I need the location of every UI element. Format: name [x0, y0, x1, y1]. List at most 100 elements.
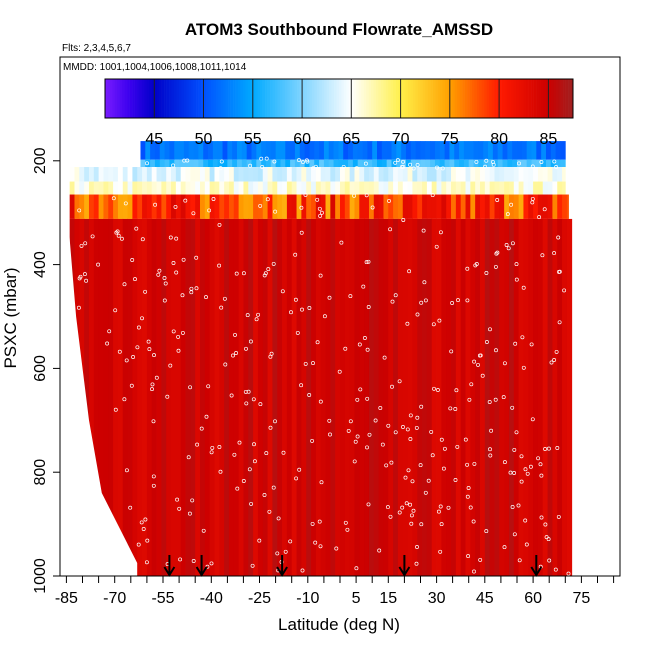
sample-point	[488, 327, 492, 332]
heatmap-cell	[301, 218, 307, 576]
heatmap-cell	[508, 194, 515, 219]
sample-point	[494, 251, 499, 256]
colorbar-segment	[334, 79, 337, 118]
colorbar-segment	[181, 79, 185, 118]
heatmap-cell	[557, 194, 563, 219]
heatmap-cell	[291, 181, 297, 195]
sample-point	[387, 198, 391, 203]
sample-point	[245, 313, 250, 318]
heatmap-cell	[507, 159, 513, 168]
heatmap-cell	[257, 181, 264, 195]
sample-point	[510, 405, 515, 410]
colorbar-segment	[274, 79, 278, 118]
colorbar-segment	[467, 79, 470, 118]
sample-point	[366, 259, 371, 264]
heatmap-cell	[330, 218, 336, 576]
heatmap-cell	[214, 167, 220, 182]
colorbar-segment	[479, 79, 483, 118]
heatmap-cell	[301, 194, 307, 219]
sample-point	[453, 407, 458, 411]
sample-point	[540, 253, 545, 258]
heatmap-cell	[209, 194, 215, 219]
colorbar-segment	[210, 79, 214, 118]
sample-point	[194, 255, 199, 260]
sample-point	[343, 520, 348, 525]
sample-point	[411, 166, 416, 171]
sample-point	[218, 469, 223, 474]
sample-point	[257, 538, 262, 543]
sample-point	[260, 165, 265, 169]
heatmap-cell	[237, 141, 243, 160]
heatmap-cell	[378, 181, 384, 195]
heatmap-cell	[122, 181, 128, 195]
heatmap-cell	[193, 141, 199, 160]
sample-point	[84, 278, 89, 283]
sample-point	[152, 353, 156, 358]
sample-point	[385, 505, 390, 510]
heatmap-cell	[412, 218, 418, 576]
heatmap-cell	[412, 167, 418, 182]
heatmap-cell	[233, 218, 240, 576]
heatmap-cell	[449, 159, 455, 168]
heatmap-cell	[228, 218, 235, 576]
sample-point	[403, 475, 408, 480]
colorbar-segment	[560, 79, 564, 118]
heatmap-cell	[219, 194, 225, 219]
heatmap-cell	[127, 218, 133, 576]
colorbar-segment	[272, 79, 276, 118]
heatmap-cell	[166, 194, 172, 219]
heatmap-cell	[518, 194, 524, 219]
colorbar-segment	[568, 79, 571, 118]
heatmap-cell	[224, 167, 230, 182]
heatmap-cell	[542, 167, 548, 182]
heatmap-cell	[169, 141, 175, 160]
heatmap-layer	[68, 141, 573, 576]
heatmap-cell	[407, 181, 413, 195]
colorbar-segment	[516, 79, 520, 118]
heatmap-cell	[335, 218, 341, 576]
heatmap-cell	[489, 218, 495, 576]
heatmap-cell	[425, 141, 431, 160]
heatmap-cell	[233, 194, 240, 219]
sample-point	[297, 467, 302, 472]
sample-point	[134, 226, 139, 231]
colorbar-segment	[282, 79, 286, 118]
heatmap-cell	[212, 141, 219, 160]
heatmap-cell	[367, 141, 373, 160]
sample-point	[505, 212, 510, 217]
colorbar-segment	[233, 79, 236, 118]
heatmap-cell	[93, 167, 100, 182]
heatmap-cell	[286, 194, 293, 219]
sample-point	[140, 316, 144, 321]
heatmap-cell	[566, 194, 569, 219]
colorbar-segment	[299, 79, 303, 118]
heatmap-cell	[381, 141, 388, 160]
heatmap-cell	[444, 159, 450, 168]
heatmap-cell	[309, 159, 315, 168]
sample-point	[488, 453, 493, 458]
sample-point	[405, 321, 410, 326]
sample-point	[264, 156, 269, 161]
colorbar-segment	[435, 79, 438, 118]
heatmap-cell	[228, 181, 235, 195]
colorbar-tick-label: 45	[145, 131, 163, 148]
heatmap-cell	[243, 218, 249, 576]
heatmap-cell	[93, 218, 100, 576]
sample-point	[266, 267, 271, 272]
sample-point	[552, 358, 557, 362]
heatmap-cell	[98, 218, 104, 576]
heatmap-cell	[140, 141, 146, 160]
colorbar-segment	[343, 79, 347, 118]
sample-point	[519, 454, 524, 459]
sample-point	[318, 399, 323, 404]
heatmap-cell	[507, 141, 513, 160]
colorbar-segment	[311, 79, 315, 118]
sample-point	[544, 535, 549, 540]
sample-point	[165, 394, 170, 399]
heatmap-cell	[417, 194, 423, 219]
sample-point	[524, 542, 529, 547]
heatmap-cell	[359, 167, 365, 182]
colorbar-segment	[410, 79, 414, 118]
profile-arrow-head	[276, 566, 288, 577]
heatmap-cell	[357, 141, 363, 160]
